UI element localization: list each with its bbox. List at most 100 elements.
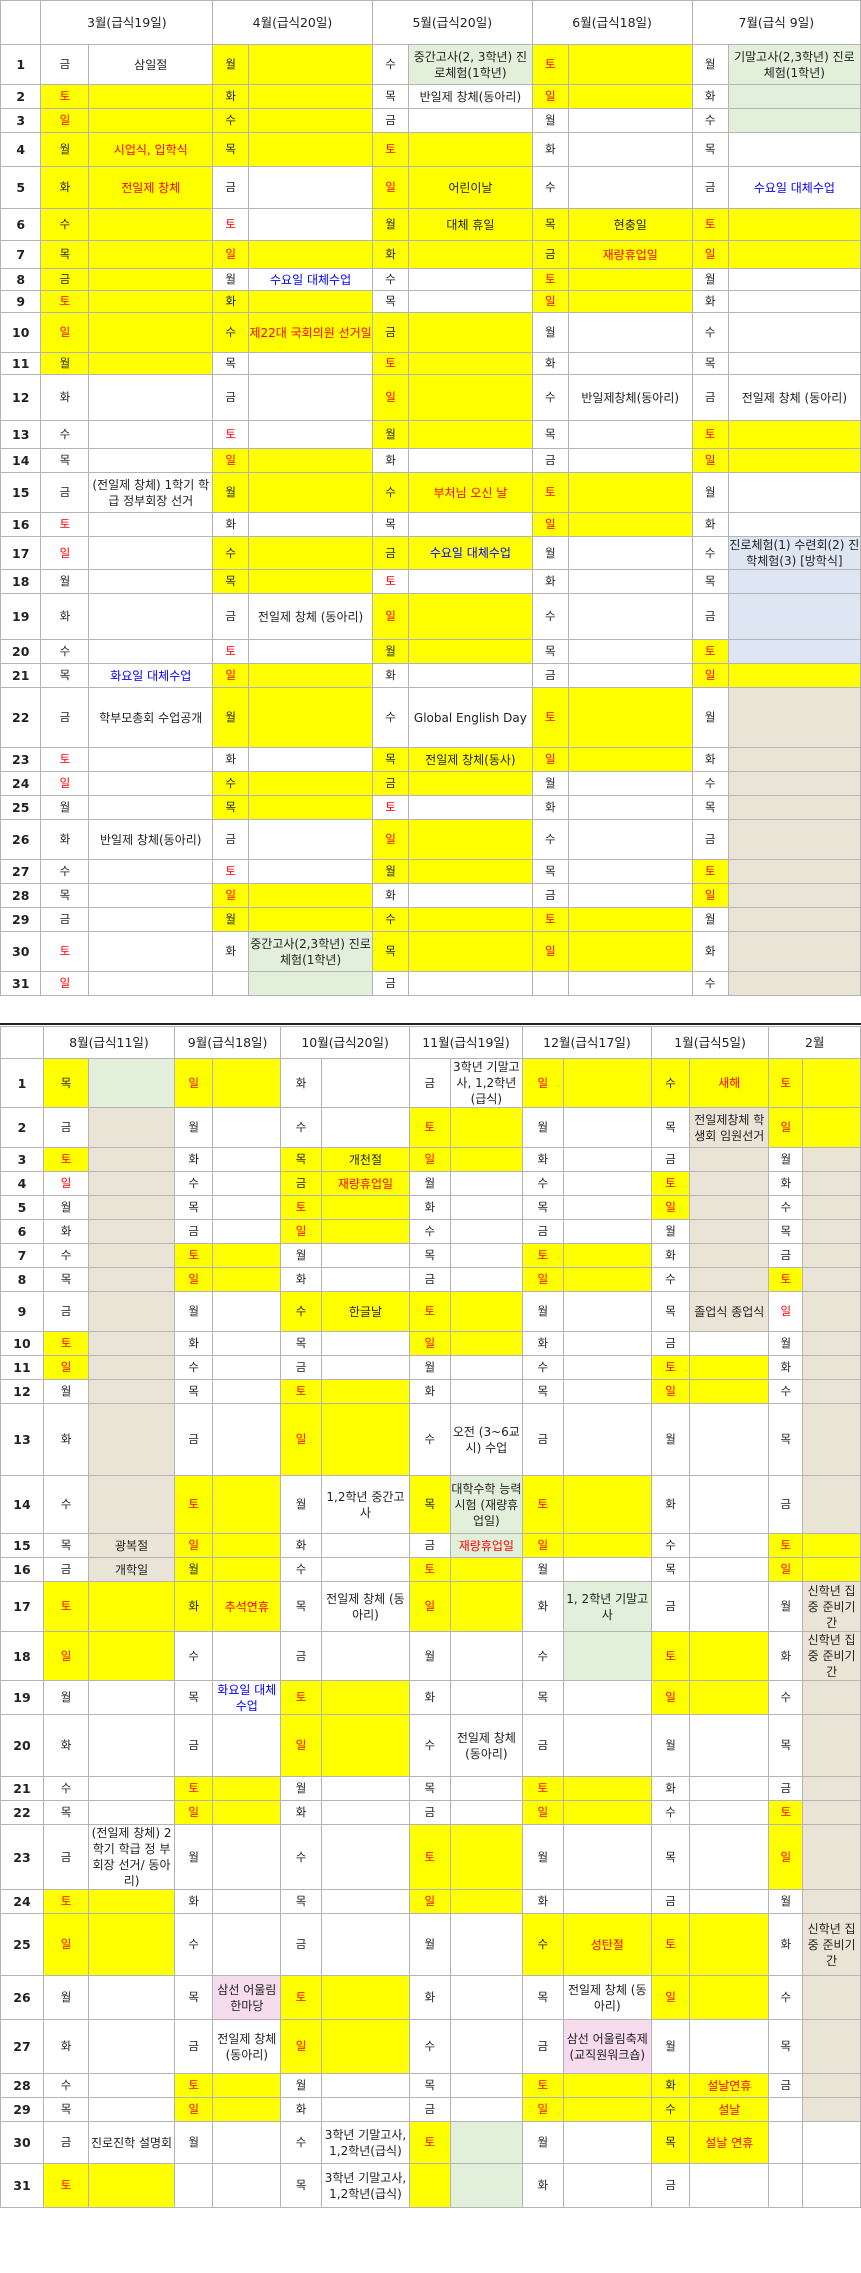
event-cell — [689, 1975, 770, 2020]
event-cell — [88, 1714, 175, 1777]
weekday-cell: 일 — [768, 1557, 804, 1582]
event-cell — [248, 290, 373, 313]
weekday-cell: 화 — [531, 795, 569, 820]
event-cell — [88, 1631, 175, 1681]
event-cell — [88, 795, 214, 820]
weekday-cell: 월 — [531, 536, 569, 570]
weekday-cell: 금 — [212, 166, 250, 209]
event-cell — [567, 472, 693, 513]
event-cell — [248, 374, 373, 421]
weekday-cell: 일 — [173, 1058, 214, 1108]
weekday-cell: 목 — [691, 352, 729, 375]
event-cell: 전일제 창체 (동아리) — [449, 1714, 524, 1777]
weekday-cell: 화 — [212, 512, 250, 537]
weekday-cell: 목 — [280, 1889, 322, 1914]
event-cell — [320, 1379, 411, 1404]
event-cell — [802, 1475, 861, 1534]
day-number: 29 — [0, 2097, 44, 2122]
weekday-cell: 목 — [371, 931, 410, 972]
weekday-cell: 목 — [650, 2121, 691, 2164]
event-cell — [689, 2019, 770, 2074]
weekday-cell: 일 — [212, 240, 250, 269]
weekday-cell: 목 — [42, 2097, 90, 2122]
event-cell: 전일제 창체 (동아리) — [212, 2019, 282, 2074]
weekday-cell: 화 — [173, 1147, 214, 1172]
weekday-cell: 일 — [691, 663, 729, 688]
weekday-cell: 수 — [522, 1355, 564, 1380]
event-cell — [802, 1219, 861, 1244]
weekday-cell: 목 — [42, 1058, 90, 1108]
weekday-cell: 수 — [691, 536, 729, 570]
weekday-cell: 화 — [40, 819, 90, 860]
event-cell — [248, 907, 373, 932]
weekday-cell: 월 — [42, 1680, 90, 1715]
day-number: 26 — [0, 819, 42, 860]
weekday-cell: 토 — [522, 1243, 564, 1268]
event-cell — [408, 448, 533, 473]
event-cell: 전일제 창체 (동아리) — [727, 374, 861, 421]
day-row: 25 일 수 금 월 수 성탄절 토 화 신학년 집중 준비기간 — [0, 1913, 861, 1976]
event-cell — [689, 1800, 770, 1825]
day-row: 17 토 화 추석연휴 목 전일제 창체 (동아리) 일 화 1, 2학년 기말고사 금 월 신학년 … — [0, 1581, 861, 1632]
event-cell — [88, 907, 214, 932]
weekday-cell: 목 — [531, 859, 569, 884]
event-cell — [88, 1171, 175, 1196]
weekday-cell: 수 — [371, 907, 410, 932]
event-cell: 3학년 기말고사, 1,2학년(급식) — [320, 2163, 411, 2208]
event-cell — [88, 1355, 175, 1380]
weekday-cell: 목 — [40, 448, 90, 473]
day-number: 9 — [0, 1291, 44, 1332]
weekday-cell: 화 — [768, 1171, 804, 1196]
weekday-cell: 금 — [280, 1355, 322, 1380]
event-cell — [408, 374, 533, 421]
weekday-cell: 토 — [691, 208, 729, 241]
event-cell: 학부모총회 수업공개 — [88, 687, 214, 748]
event-cell — [212, 1403, 282, 1476]
day-number: 27 — [0, 2019, 44, 2074]
weekday-cell: 금 — [280, 1913, 322, 1976]
weekday-cell: 수 — [371, 44, 410, 85]
weekday-cell: 화 — [650, 1776, 691, 1801]
day-number: 30 — [0, 2121, 44, 2164]
weekday-cell: 일 — [768, 1107, 804, 1148]
weekday-cell: 월 — [522, 2121, 564, 2164]
weekday-cell: 토 — [42, 1147, 90, 1172]
day-number: 28 — [0, 883, 42, 908]
day-number: 16 — [0, 1557, 44, 1582]
event-cell — [802, 1107, 861, 1148]
weekday-cell: 수 — [280, 1291, 322, 1332]
weekday-cell: 월 — [212, 472, 250, 513]
event-cell: 설날 — [689, 2097, 770, 2122]
event-cell — [562, 1475, 652, 1534]
event-cell — [88, 1267, 175, 1292]
event-cell — [727, 208, 861, 241]
day-row: 24 토 화 목 일 화 금 월 — [0, 1889, 861, 1914]
weekday-cell: 일 — [212, 883, 250, 908]
event-cell — [320, 2097, 411, 2122]
weekday-cell: 수 — [212, 536, 250, 570]
event-cell: 개학일 — [88, 1557, 175, 1582]
event-cell: 현충일 — [567, 208, 693, 241]
event-cell: 부처님 오신 날 — [408, 472, 533, 513]
weekday-cell: 금 — [768, 1776, 804, 1801]
event-cell — [727, 663, 861, 688]
weekday-cell: 토 — [522, 1776, 564, 1801]
weekday-cell: 목 — [650, 1107, 691, 1148]
event-cell — [449, 2097, 524, 2122]
day-row: 1 목 일 화 금 3학년 기말고사, 1,2학년(급식) 일 수 새해 토 — [0, 1058, 861, 1108]
weekday-cell: 목 — [173, 1379, 214, 1404]
weekday-cell: 월 — [280, 1243, 322, 1268]
day-number: 5 — [0, 1195, 44, 1220]
weekday-cell: 월 — [768, 1581, 804, 1632]
event-cell — [567, 971, 693, 996]
event-cell — [562, 1147, 652, 1172]
weekday-cell: 월 — [280, 2073, 322, 2098]
event-cell — [727, 448, 861, 473]
event-cell: 삼선 어울림축제 (교직원워크숍) — [562, 2019, 652, 2074]
weekday-cell: 토 — [280, 1680, 322, 1715]
event-cell — [408, 663, 533, 688]
weekday-cell: 토 — [691, 639, 729, 664]
event-cell: 오전 (3~6교시) 수업 — [449, 1403, 524, 1476]
day-row: 20 수 토 월 목 토 — [0, 639, 861, 664]
day-number: 7 — [0, 240, 42, 269]
